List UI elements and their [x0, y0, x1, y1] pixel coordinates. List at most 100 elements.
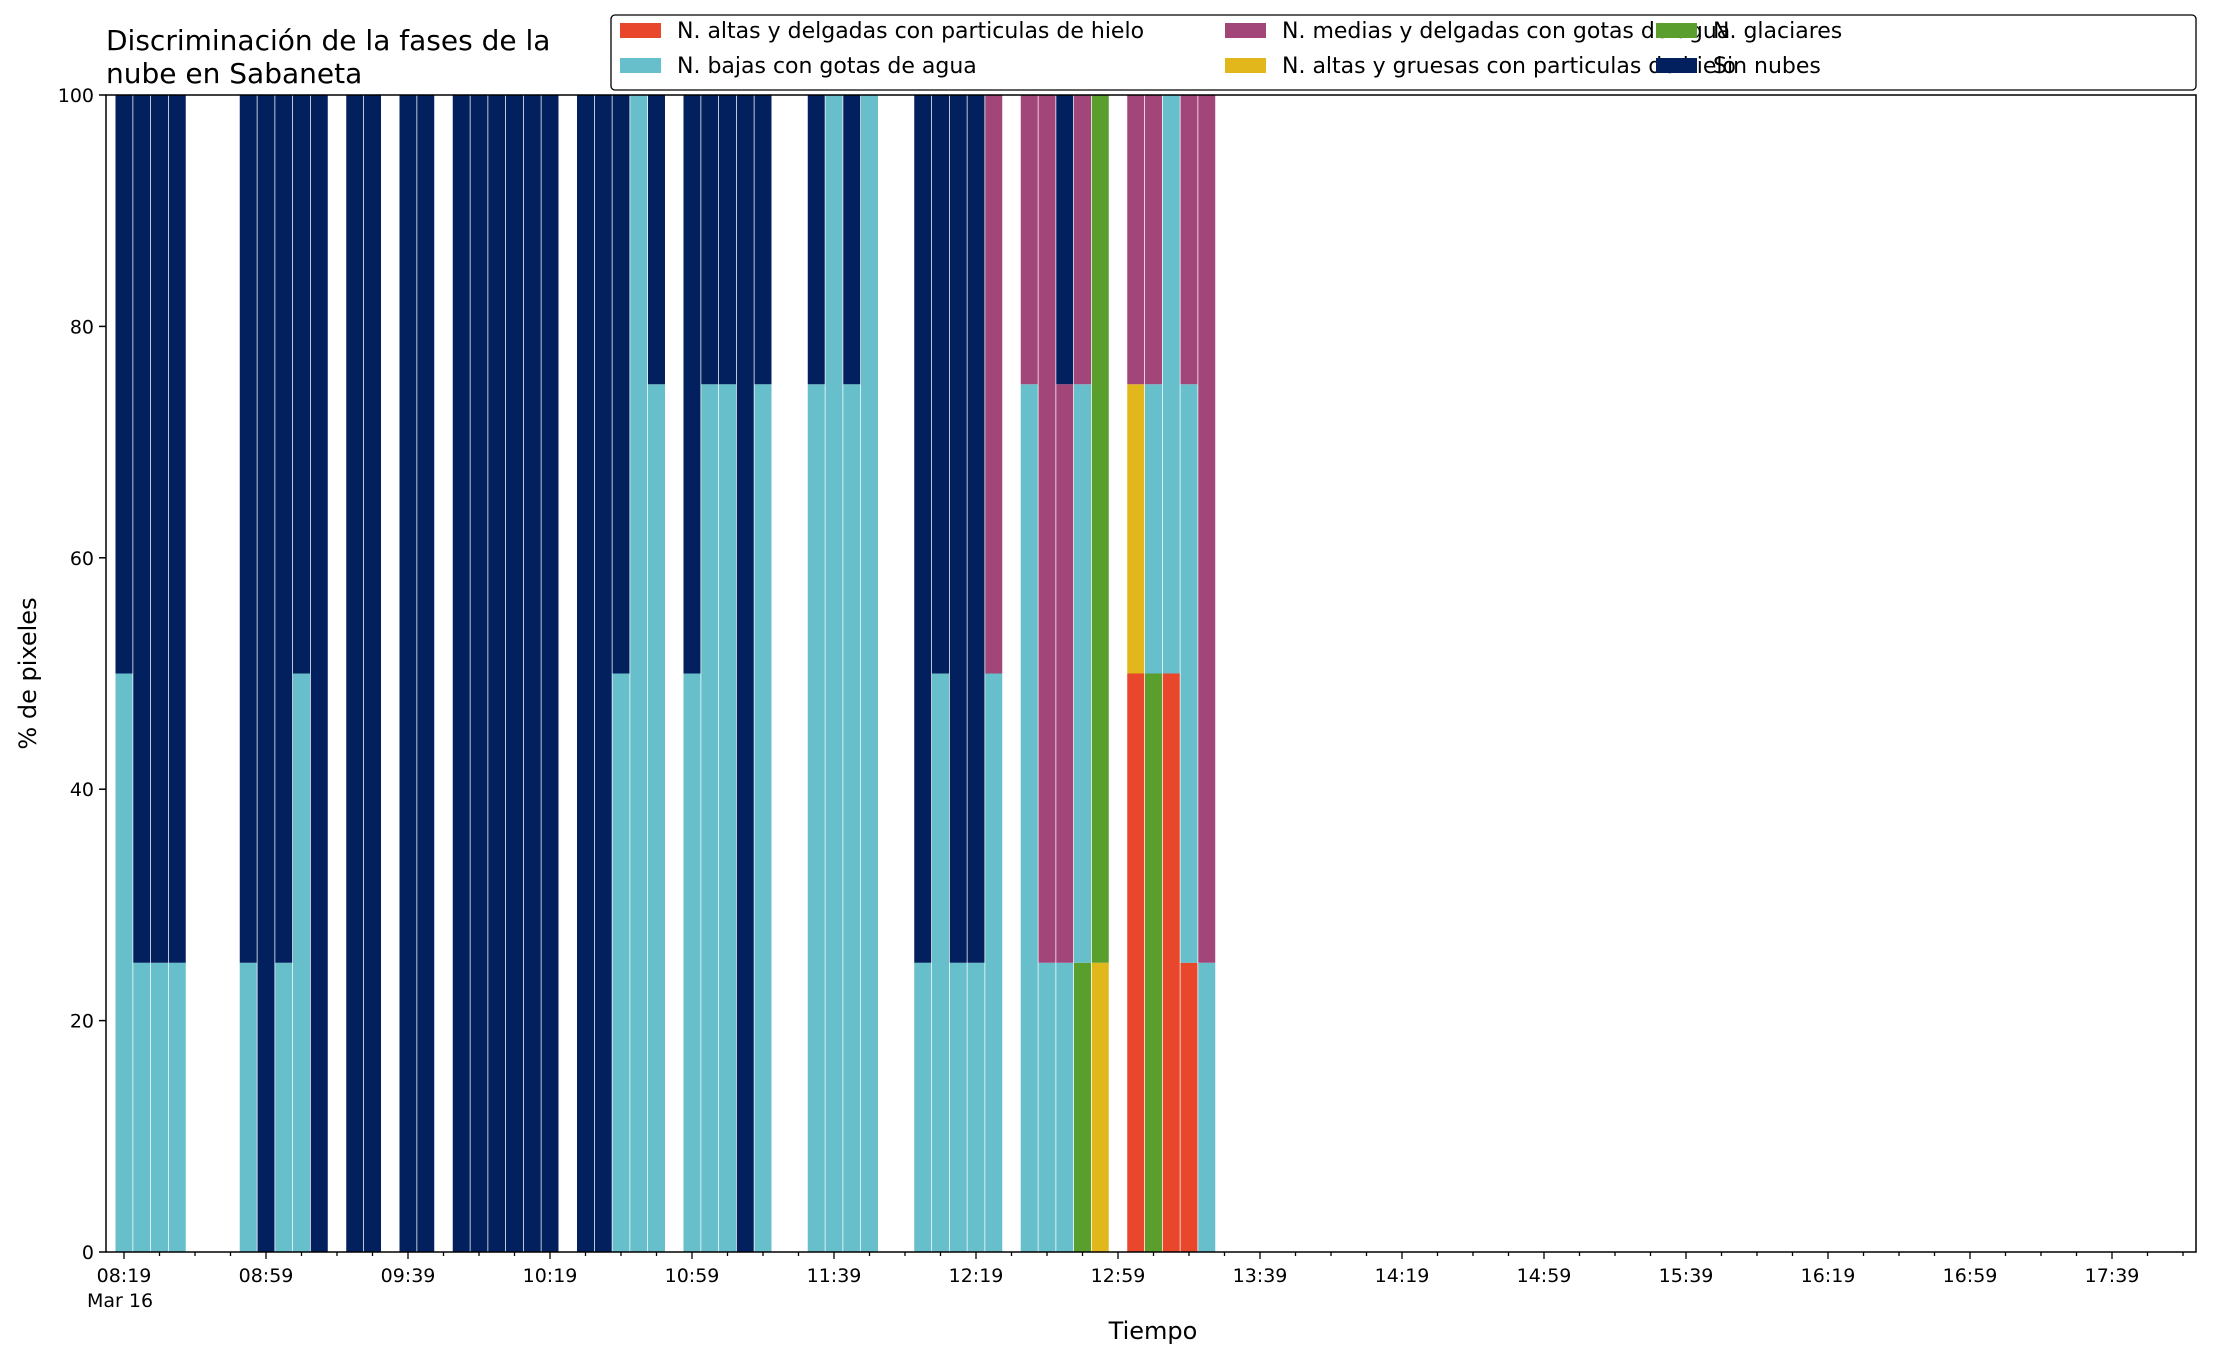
- bar-stack: [239, 95, 257, 1252]
- bar-segment-sin: [506, 95, 523, 1252]
- legend-label: N. bajas con gotas de agua: [677, 54, 977, 79]
- bar-segment-baja: [115, 673, 133, 1252]
- bar-segment-alta_delgada: [1162, 673, 1180, 1252]
- bar-segment-baja: [843, 384, 861, 1252]
- y-tick-label: 40: [70, 779, 94, 801]
- bar-stack: [417, 95, 435, 1252]
- bar-segment-baja: [1180, 384, 1198, 963]
- bar-stack: [825, 95, 843, 1252]
- bar-segment-sin: [719, 95, 736, 385]
- bar-segment-media: [1198, 95, 1216, 963]
- bar-segment-baja: [648, 384, 665, 1252]
- bar-segment-sin: [310, 95, 328, 1252]
- legend-label: N. medias y delgadas con gotas de agua: [1282, 19, 1730, 44]
- bar-stack: [133, 95, 151, 1252]
- bar-segment-sin: [364, 95, 381, 1252]
- legend-label: N. glaciares: [1713, 19, 1842, 44]
- legend-item-media: N. medias y delgadas con gotas de agua: [1225, 19, 1730, 44]
- bar-stack: [932, 95, 949, 1252]
- bar-segment-baja: [1074, 384, 1091, 963]
- bar-stack: [914, 95, 932, 1252]
- x-tick-label: 09:39: [381, 1265, 436, 1287]
- bar-segment-sin: [577, 95, 594, 1252]
- x-tick-label: 10:59: [665, 1265, 720, 1287]
- bar-segment-sin: [239, 95, 257, 963]
- bar-stack: [736, 95, 754, 1252]
- bar-segment-sin: [612, 95, 630, 674]
- legend-item-sin: Sin nubes: [1656, 54, 1821, 79]
- bar-stack: [754, 95, 772, 1252]
- x-tick-label: 10:19: [523, 1265, 578, 1287]
- bar-segment-media: [1020, 95, 1038, 385]
- bar-segment-sin: [754, 95, 772, 385]
- bar-stack: [257, 95, 275, 1252]
- bar-stack: [1074, 95, 1091, 1252]
- bar-stack: [807, 95, 825, 1252]
- bar-segment-glaciar: [1074, 962, 1091, 1252]
- bar-segment-baja: [683, 673, 701, 1252]
- bar-stack: [1180, 95, 1198, 1252]
- bar-stack: [1091, 95, 1109, 1252]
- bar-segment-sin: [949, 95, 967, 963]
- y-axis: 0 20 40 60 80 100: [58, 85, 106, 1264]
- bar-stack: [949, 95, 967, 1252]
- bar-stack: [541, 95, 559, 1252]
- bar-stack: [1145, 95, 1162, 1252]
- bar-stack: [1127, 95, 1145, 1252]
- bar-segment-baja: [239, 962, 257, 1252]
- x-tick-label: 17:39: [2085, 1265, 2140, 1287]
- bar-stack: [506, 95, 523, 1252]
- bar-segment-baja: [1198, 962, 1216, 1252]
- bar-segment-sin: [293, 95, 310, 674]
- x-tick-label: 16:19: [1801, 1265, 1856, 1287]
- bar-segment-baja: [861, 95, 878, 1252]
- bar-segment-baja: [133, 962, 151, 1252]
- legend-item-alta_delgada: N. altas y delgadas con particulas de hi…: [620, 19, 1144, 44]
- bar-segment-baja: [985, 673, 1003, 1252]
- bar-segment-sin: [541, 95, 559, 1252]
- bar-stack: [967, 95, 985, 1252]
- bar-segment-baja: [719, 384, 736, 1252]
- bar-segment-sin: [683, 95, 701, 674]
- bar-segment-sin: [151, 95, 168, 963]
- bar-stack: [346, 95, 364, 1252]
- bar-segment-sin: [115, 95, 133, 674]
- bar-segment-media: [1180, 95, 1198, 385]
- x-tick-label: 08:19: [97, 1265, 152, 1287]
- bar-stack: [275, 95, 293, 1252]
- bar-segment-baja: [275, 962, 293, 1252]
- legend-label: N. altas y delgadas con particulas de hi…: [677, 19, 1144, 44]
- bar-stack: [577, 95, 594, 1252]
- bar-segment-baja: [1038, 962, 1056, 1252]
- y-tick-label: 80: [70, 316, 94, 338]
- bar-stack: [1198, 95, 1216, 1252]
- bar-stack: [168, 95, 186, 1252]
- x-tick-label: 15:39: [1659, 1265, 1714, 1287]
- bar-segment-baja: [168, 962, 186, 1252]
- bar-segment-alta_gruesa: [1127, 384, 1145, 674]
- x-tick-label: 14:19: [1375, 1265, 1430, 1287]
- bar-segment-baja: [754, 384, 772, 1252]
- bar-segment-baja: [151, 962, 168, 1252]
- legend-swatch: [1225, 58, 1266, 73]
- bar-segment-sin: [488, 95, 506, 1252]
- legend-swatch: [1656, 23, 1697, 38]
- bar-segment-media: [1127, 95, 1145, 385]
- bar-segment-baja: [701, 384, 719, 1252]
- bar-segment-sin: [967, 95, 985, 963]
- bar-stack: [470, 95, 488, 1252]
- bar-segment-sin: [346, 95, 364, 1252]
- bar-stack: [115, 95, 133, 1252]
- bar-segment-sin: [736, 95, 754, 1252]
- bar-segment-sin: [701, 95, 719, 385]
- bar-stack: [1056, 95, 1074, 1252]
- bar-segment-media: [1074, 95, 1091, 385]
- bar-stack: [612, 95, 630, 1252]
- legend-swatch: [620, 23, 661, 38]
- bar-segment-sin: [452, 95, 470, 1252]
- bar-segment-sin: [932, 95, 949, 674]
- bar-segment-glaciar: [1091, 95, 1109, 963]
- bar-segment-media: [1145, 95, 1162, 385]
- bar-segment-baja: [932, 673, 949, 1252]
